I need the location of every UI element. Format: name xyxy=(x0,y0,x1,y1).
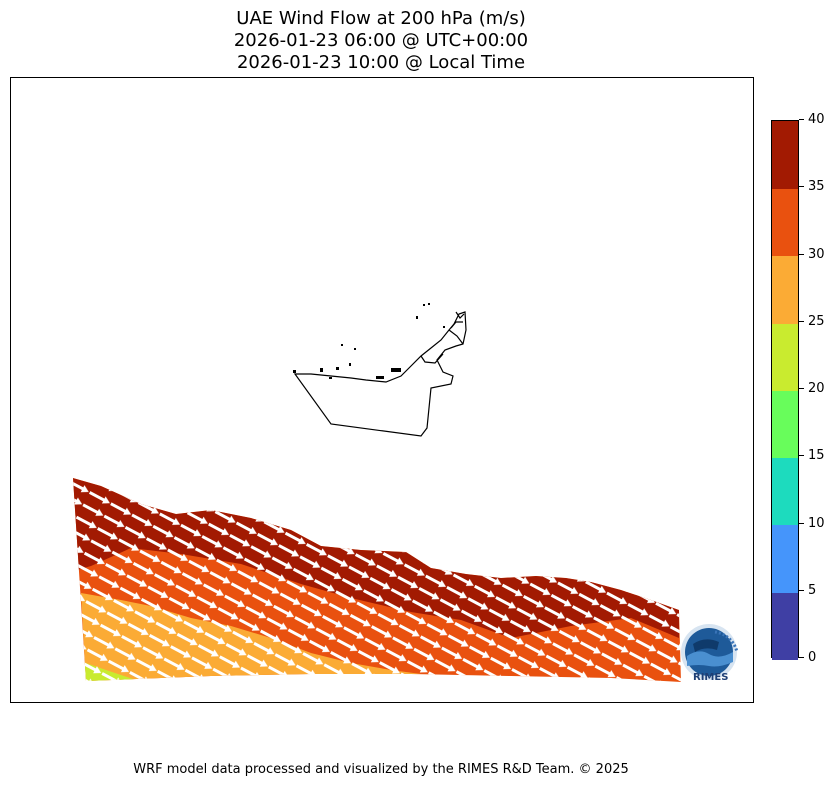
rimes-globe-icon xyxy=(681,624,739,680)
colorbar-tick-label: 25 xyxy=(799,314,825,329)
emirate-border-3 xyxy=(450,321,463,329)
colorbar-segment-7 xyxy=(772,121,798,189)
colorbar-tick-label: 35 xyxy=(799,180,825,194)
colorbar-tick-label: 20 xyxy=(799,382,825,396)
colorbar-segment-1 xyxy=(772,524,798,593)
logo-text: RIMES xyxy=(693,672,729,683)
colorbar-segment-4 xyxy=(772,322,798,391)
colorbar-tick-label: 30 xyxy=(799,247,825,262)
colorbar-tick-label: 40 xyxy=(799,113,825,127)
islands xyxy=(293,303,445,379)
colorbar xyxy=(771,120,799,660)
country-outline xyxy=(293,311,467,437)
map-title: UAE Wind Flow at 200 hPa (m/s) 2026-01-2… xyxy=(0,8,762,74)
colorbar-tick-label: 0 xyxy=(799,651,816,665)
wind-speed-field xyxy=(73,478,681,682)
emirate-border-4 xyxy=(455,311,465,319)
colorbar-segment-6 xyxy=(772,188,798,257)
title-line-3: 2026-01-23 10:00 @ Local Time xyxy=(236,52,526,73)
colorbar-segment-0 xyxy=(772,591,798,660)
rimes-logo: RIMES xyxy=(679,622,743,686)
uae-boundary xyxy=(293,311,467,437)
colorbar-tick-label: 10 xyxy=(799,516,825,531)
colorbar-segment-2 xyxy=(772,457,798,526)
title-line-1: UAE Wind Flow at 200 hPa (m/s) xyxy=(236,8,526,29)
wind-vectors xyxy=(73,478,681,682)
map-panel[interactable]: RIMES xyxy=(10,77,754,703)
map-canvas xyxy=(73,303,681,682)
footer-credit: WRF model data processed and visualized … xyxy=(133,762,629,777)
colorbar-segment-3 xyxy=(772,390,798,458)
emirate-border-2 xyxy=(448,329,464,345)
colorbar-tick-label: 5 xyxy=(799,583,816,598)
emirate-border-1 xyxy=(420,353,444,364)
colorbar-tick-label: 15 xyxy=(799,449,825,463)
colorbar-segment-5 xyxy=(772,255,798,324)
title-line-2: 2026-01-23 06:00 @ UTC+00:00 xyxy=(233,30,529,51)
